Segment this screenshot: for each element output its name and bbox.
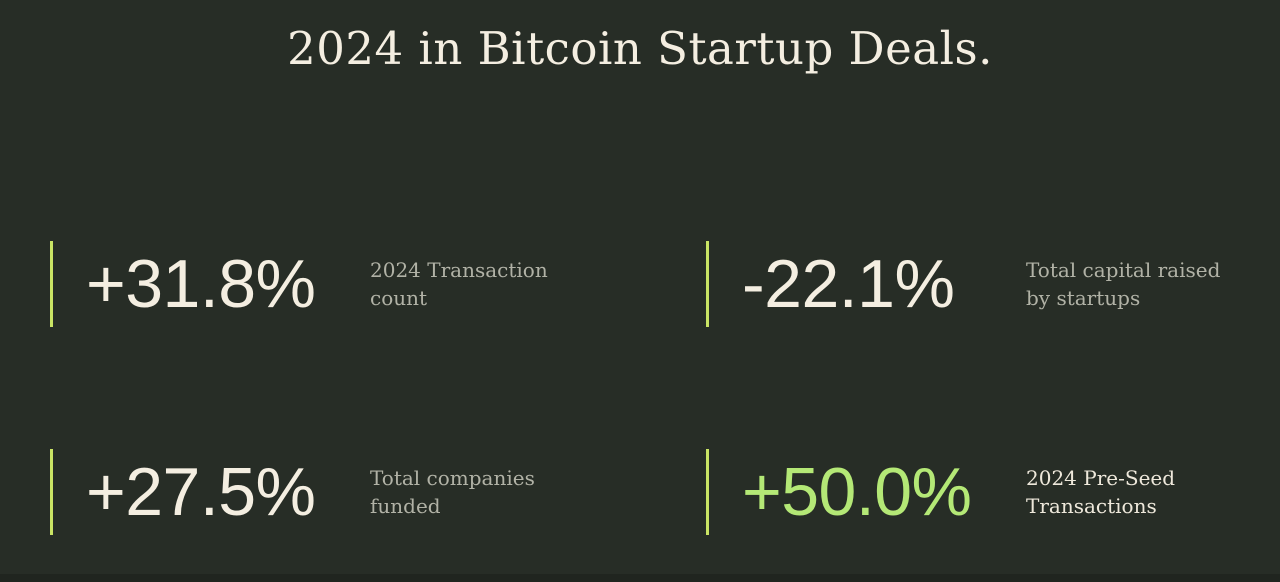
accent-bar — [50, 449, 53, 535]
bottom-edge-strip — [0, 574, 1280, 582]
stat-label-preseed-transactions: 2024 Pre-Seed Transactions — [1026, 466, 1176, 518]
stat-block-transaction-count: +31.8% 2024 Transaction count — [50, 241, 548, 327]
stat-block-companies-funded: +27.5% Total companies funded — [50, 449, 535, 535]
stat-label-capital-raised: Total capital raised by startups — [1026, 258, 1221, 310]
stat-block-capital-raised: -22.1% Total capital raised by startups — [706, 241, 1220, 327]
accent-bar — [706, 241, 709, 327]
stat-value-preseed-transactions: +50.0% — [742, 454, 972, 530]
page-title: 2024 in Bitcoin Startup Deals. — [287, 22, 993, 75]
stat-value-transaction-count: +31.8% — [86, 246, 316, 322]
stat-value-capital-raised: -22.1% — [742, 246, 955, 322]
stat-label-transaction-count: 2024 Transaction count — [370, 258, 548, 310]
stat-block-preseed-transactions: +50.0% 2024 Pre-Seed Transactions — [706, 449, 1175, 535]
accent-bar — [50, 241, 53, 327]
stat-value-companies-funded: +27.5% — [86, 454, 316, 530]
stat-label-companies-funded: Total companies funded — [370, 466, 535, 518]
accent-bar — [706, 449, 709, 535]
